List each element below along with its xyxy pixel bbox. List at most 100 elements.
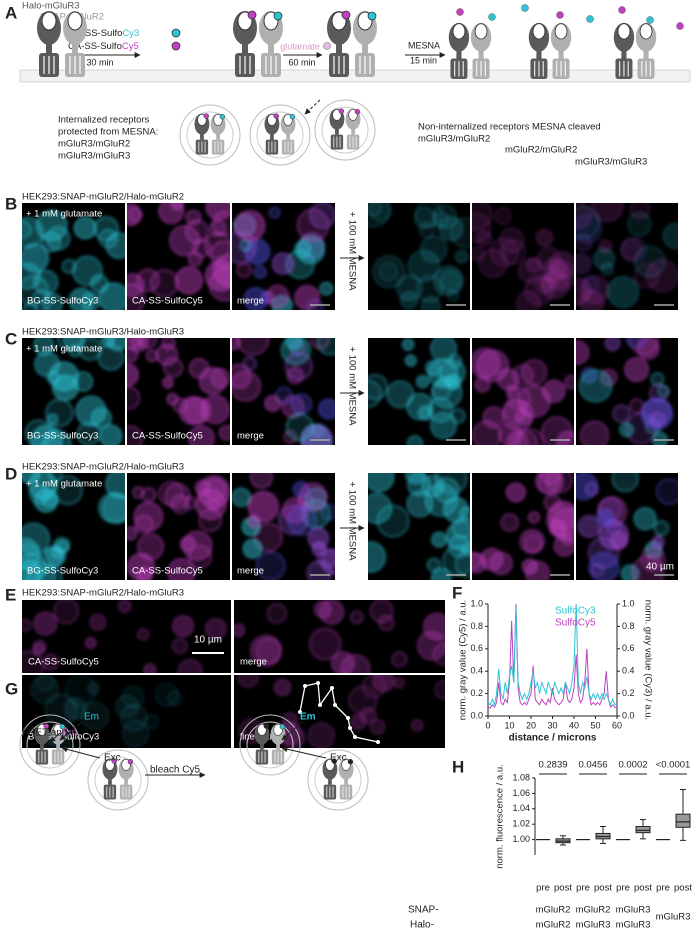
cell: [267, 603, 287, 624]
dye: [127, 758, 134, 765]
cell: [22, 543, 41, 571]
free-dye: [556, 11, 564, 19]
dye: [219, 113, 226, 120]
cell: [90, 407, 112, 429]
receptor-stem: [536, 50, 542, 59]
label: Halo-mGluR3: [22, 1, 80, 12]
wash-label: + 100 mM MESNA: [346, 482, 357, 562]
channel-label: CA-SS-SulfoCy5: [132, 296, 203, 307]
receptor-stem: [270, 133, 274, 140]
cell: [99, 424, 123, 445]
channel-label: BG-SS-SulfoCy3: [27, 431, 98, 442]
receptor-stem: [72, 43, 78, 53]
receptor-stem: [242, 43, 248, 53]
cell: [494, 207, 512, 225]
y-tick-label: 0.0: [470, 710, 483, 720]
cell: [576, 340, 590, 365]
receptor-lobe: [639, 23, 653, 40]
cell: [369, 719, 386, 735]
cell: [391, 651, 408, 668]
linescan-node: [333, 703, 337, 707]
cell: [596, 508, 614, 526]
cell: [41, 490, 59, 508]
cell: [212, 211, 230, 236]
cell: [368, 541, 386, 573]
cells: [472, 203, 574, 310]
micrograph: [127, 338, 230, 445]
cell: [53, 537, 71, 554]
cell: [476, 230, 492, 247]
label: Exc: [330, 753, 347, 764]
receptor-stem: [344, 778, 348, 785]
arrow: [49, 732, 61, 743]
cell: [22, 220, 32, 239]
cell: [158, 203, 185, 224]
cell: [472, 203, 493, 231]
x-tick-label: 20: [526, 720, 536, 730]
linescan-node: [316, 681, 320, 685]
dye: [331, 758, 338, 764]
receptor-stem: [268, 43, 274, 53]
cell: [401, 338, 415, 351]
dye: [111, 758, 118, 764]
y-tick-label: 0.2: [470, 688, 483, 698]
dye: [43, 723, 50, 729]
cell: [580, 420, 610, 445]
vesicle-inner: [256, 111, 304, 159]
receptor-stem: [124, 778, 128, 785]
dye: [354, 108, 361, 115]
cell: [73, 216, 97, 240]
cell: [423, 612, 445, 641]
micrograph: [127, 473, 230, 580]
cell: [505, 482, 526, 503]
cell: [127, 363, 139, 387]
cell: [136, 567, 153, 580]
cells: [232, 338, 335, 445]
cell: [234, 623, 245, 637]
dye-label: BG-SS-SulfoCy3: [68, 28, 139, 39]
arrow: [281, 721, 303, 741]
dye-suffix: Cy5: [122, 41, 139, 52]
cell: [498, 422, 523, 445]
cells: [576, 473, 678, 580]
vesicle-outer: [249, 104, 311, 166]
receptor-stem: [286, 133, 290, 140]
cell: [588, 551, 620, 580]
linescan-path: [299, 682, 379, 743]
linescan-node: [303, 684, 307, 688]
cell: [433, 211, 450, 228]
receptor-icon: [102, 758, 134, 800]
cell: [350, 713, 367, 730]
micrograph: [127, 203, 230, 310]
cell: [521, 359, 548, 385]
label: Non-internalized receptors MESNA cleaved: [418, 122, 601, 133]
cell: [535, 277, 553, 294]
cells: [22, 209, 125, 310]
x-tick-label: pre: [616, 883, 630, 894]
label: Exc: [104, 753, 121, 764]
cell: [105, 232, 125, 259]
cell: [656, 478, 678, 505]
cell: [33, 269, 59, 295]
cell: [127, 386, 140, 410]
panel-title: HEK293:SNAP-mGluR2/Halo-mGluR3: [22, 462, 184, 473]
cell: [369, 600, 394, 623]
dye-suffix: Cy3: [122, 28, 139, 39]
cell: [604, 338, 621, 351]
cell: [136, 268, 160, 292]
cell: [411, 719, 424, 732]
cell: [651, 535, 665, 549]
y-tick-label: 1.06: [512, 788, 530, 798]
cell: [535, 228, 554, 247]
cell: [286, 413, 314, 441]
cell: [386, 380, 414, 409]
cell: [232, 370, 261, 402]
group-label: mGluR3: [616, 905, 651, 916]
cell: [455, 249, 469, 264]
cell: [36, 564, 63, 580]
cell: [294, 285, 320, 310]
cell: [290, 393, 312, 415]
receptor-stem: [216, 133, 220, 140]
label: mGluR2/mGluR2: [505, 145, 577, 156]
